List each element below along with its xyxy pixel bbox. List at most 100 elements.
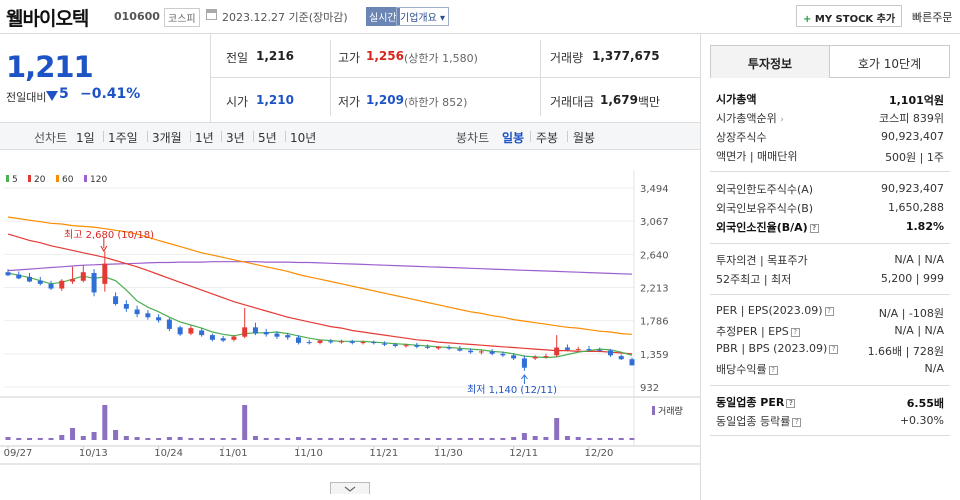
volume-bar xyxy=(597,438,603,440)
x-tick-label: 10/13 xyxy=(79,448,108,459)
help-icon[interactable]: ? xyxy=(824,306,834,316)
candle-body xyxy=(435,346,441,349)
candle-body xyxy=(532,356,538,359)
divider xyxy=(710,294,950,295)
tab-investment-info[interactable]: 투자정보 xyxy=(710,45,830,78)
x-tick-label: 12/20 xyxy=(585,448,614,459)
volume-bar xyxy=(166,437,172,440)
candle-tab-2[interactable]: 월봉 xyxy=(573,131,596,145)
amount-unit: 백만 xyxy=(638,95,661,109)
chart-scroll-handle[interactable] xyxy=(330,482,370,494)
x-tick-label: 10/24 xyxy=(154,448,183,459)
candle-body xyxy=(629,359,635,366)
ma-legend-swatch xyxy=(84,175,87,182)
low-annotation: 최저 1,140 (12/11) xyxy=(467,384,557,396)
volume-bar xyxy=(500,438,506,440)
volume-bar xyxy=(435,438,441,440)
x-tick-label: 11/01 xyxy=(219,448,248,459)
volume-bar xyxy=(209,438,215,440)
volume-bar xyxy=(263,438,269,440)
candle-body xyxy=(113,296,119,305)
volume-bar xyxy=(177,437,183,440)
candle-body xyxy=(295,337,301,343)
company-overview-dropdown[interactable]: 기업개요 ▾ xyxy=(396,7,449,26)
add-mystock-button[interactable]: + MY STOCK 추가 xyxy=(796,5,903,27)
candle-body xyxy=(478,351,484,353)
par-label: 액면가 | 매매단위 xyxy=(716,150,798,163)
x-tick-label: 12/11 xyxy=(509,448,538,459)
realtime-button[interactable]: 실시간 xyxy=(366,7,400,26)
per-value: N/A | -108원 xyxy=(878,307,944,320)
period-tab-6[interactable]: 10년 xyxy=(290,131,317,145)
volume-bar xyxy=(199,438,205,440)
candle-body xyxy=(59,280,65,289)
help-icon[interactable]: ? xyxy=(786,398,796,408)
volume-bar xyxy=(414,438,420,440)
period-tab-2[interactable]: 3개월 xyxy=(152,131,182,145)
volume-bar xyxy=(102,405,108,440)
opinion-value: N/A | N/A xyxy=(894,253,944,266)
help-icon[interactable]: ? xyxy=(809,223,819,233)
period-tab-5[interactable]: 5년 xyxy=(258,131,277,145)
help-icon[interactable]: ? xyxy=(768,365,778,375)
est-per-label: 추정PER | EPS? xyxy=(716,323,800,339)
volume-legend-swatch xyxy=(652,406,655,415)
x-tick-label: 11/30 xyxy=(434,448,463,459)
volume-bar xyxy=(382,438,388,440)
candle-body xyxy=(70,279,76,282)
candle-tab-0[interactable]: 일봉 xyxy=(502,131,525,145)
candle-chart-label: 봉차트 xyxy=(456,131,490,145)
quick-order-link[interactable]: 빠른주문 xyxy=(912,11,953,24)
volume-bar xyxy=(80,436,86,440)
candle-body xyxy=(306,342,312,344)
est-per-value: N/A | N/A xyxy=(894,324,944,337)
volume-bar xyxy=(37,438,43,440)
candle-body xyxy=(543,356,549,358)
help-icon[interactable]: ? xyxy=(790,327,800,337)
foreign-ratio-label-text: 외국인소진율(B/A) xyxy=(716,221,808,234)
week52-value: 5,200 | 999 xyxy=(880,272,944,285)
volume-bar xyxy=(532,436,538,440)
candle-body xyxy=(425,346,431,348)
period-tab-3[interactable]: 1년 xyxy=(195,131,214,145)
down-arrow-icon xyxy=(46,91,58,101)
volume-bar xyxy=(252,436,258,440)
tab-orderbook[interactable]: 호가 10단계 xyxy=(829,45,950,78)
period-tab-0[interactable]: 1일 xyxy=(76,131,95,145)
divider xyxy=(330,40,331,116)
ma120-line xyxy=(7,261,633,275)
y-tick-label: 2,640 xyxy=(640,250,669,261)
candle-body xyxy=(145,313,151,318)
volume-bar xyxy=(446,438,452,440)
volume-bar xyxy=(231,438,237,440)
shares-label: 상장주식수 xyxy=(716,131,767,144)
ma60-line xyxy=(7,216,633,335)
period-tab-4[interactable]: 3년 xyxy=(226,131,245,145)
dividend-label: 배당수익률? xyxy=(716,361,778,377)
ma-legend-swatch xyxy=(28,175,31,182)
amount-value: 1,679 xyxy=(600,93,638,107)
chevron-down-icon xyxy=(344,486,356,492)
volume-bar xyxy=(134,437,140,440)
y-tick-label: 3,494 xyxy=(640,184,669,195)
volume-bar xyxy=(489,438,495,440)
week52-label: 52주최고 | 최저 xyxy=(716,273,792,286)
foreign-hold-value: 1,650,288 xyxy=(888,201,944,214)
help-icon[interactable]: ? xyxy=(792,417,802,427)
volume-bar xyxy=(59,435,65,440)
lower-limit: (하한가 852) xyxy=(404,96,468,109)
candle-body xyxy=(554,347,560,356)
volume-bar xyxy=(521,433,527,440)
candle-body xyxy=(564,347,570,350)
candle-tab-1[interactable]: 주봉 xyxy=(536,131,559,145)
candle-body xyxy=(209,335,215,340)
candle-body xyxy=(575,349,581,351)
cap-rank-value: 코스피 839위 xyxy=(879,112,944,125)
period-tab-1[interactable]: 1주일 xyxy=(108,131,138,145)
stock-code: 010600 xyxy=(114,10,160,23)
volume-bar xyxy=(478,438,484,440)
stock-header xyxy=(0,0,960,34)
volume-bar xyxy=(511,437,517,440)
high-value: 1,256 xyxy=(366,49,404,63)
help-icon[interactable]: ? xyxy=(829,344,839,354)
